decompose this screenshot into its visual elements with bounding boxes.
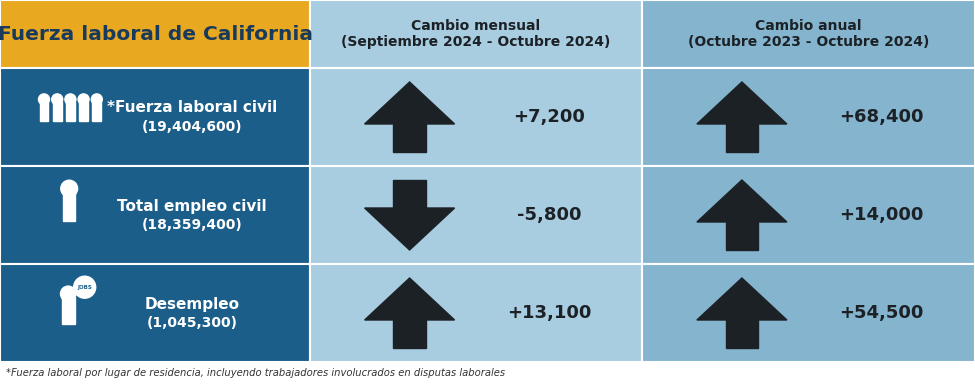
Circle shape <box>65 94 76 105</box>
Bar <box>393 124 426 152</box>
Bar <box>642 68 975 166</box>
Bar <box>79 102 88 121</box>
Bar <box>310 264 642 362</box>
Circle shape <box>78 94 89 105</box>
Text: Fuerza laboral de California: Fuerza laboral de California <box>0 25 313 43</box>
Text: Desempleo: Desempleo <box>144 296 240 311</box>
Bar <box>53 102 61 121</box>
Circle shape <box>52 94 62 105</box>
Bar <box>725 124 759 152</box>
Bar <box>93 102 101 121</box>
Bar <box>642 0 975 68</box>
Bar <box>0 0 310 68</box>
Bar <box>642 264 975 362</box>
Text: (1,045,300): (1,045,300) <box>146 316 238 330</box>
Bar <box>310 0 642 68</box>
Polygon shape <box>365 208 454 250</box>
Text: +14,000: +14,000 <box>839 206 924 224</box>
Text: *Fuerza laboral civil: *Fuerza laboral civil <box>107 101 277 116</box>
Polygon shape <box>365 82 454 124</box>
Polygon shape <box>697 180 787 222</box>
Bar <box>725 222 759 250</box>
Text: JOBS: JOBS <box>77 285 92 290</box>
Bar <box>725 320 759 348</box>
Bar <box>310 68 642 166</box>
Circle shape <box>74 276 96 298</box>
Bar <box>0 68 310 166</box>
Text: +54,500: +54,500 <box>839 304 924 322</box>
Bar <box>642 166 975 264</box>
Polygon shape <box>365 278 454 320</box>
Text: Cambio mensual
(Septiembre 2024 - Octubre 2024): Cambio mensual (Septiembre 2024 - Octubr… <box>341 19 610 49</box>
Text: +7,200: +7,200 <box>513 108 585 126</box>
Bar <box>40 102 49 121</box>
Text: (18,359,400): (18,359,400) <box>141 218 243 232</box>
Bar <box>0 166 310 264</box>
Text: (19,404,600): (19,404,600) <box>142 120 243 134</box>
Bar <box>0 264 310 362</box>
Bar <box>393 320 426 348</box>
Circle shape <box>38 94 50 105</box>
Bar <box>310 166 642 264</box>
Text: Cambio anual
(Octubre 2023 - Octubre 2024): Cambio anual (Octubre 2023 - Octubre 202… <box>687 19 929 49</box>
Bar <box>61 297 75 323</box>
Circle shape <box>60 180 78 197</box>
Text: +68,400: +68,400 <box>839 108 924 126</box>
Bar <box>66 102 75 121</box>
Text: *Fuerza laboral por lugar de residencia, incluyendo trabajadores involucrados en: *Fuerza laboral por lugar de residencia,… <box>6 368 505 378</box>
Text: -5,800: -5,800 <box>517 206 581 224</box>
Bar <box>393 180 426 208</box>
Circle shape <box>92 94 102 105</box>
Text: Total empleo civil: Total empleo civil <box>117 199 267 214</box>
Text: +13,100: +13,100 <box>507 304 591 322</box>
Polygon shape <box>697 82 787 124</box>
Polygon shape <box>697 278 787 320</box>
Circle shape <box>60 286 76 301</box>
Bar <box>63 190 75 221</box>
